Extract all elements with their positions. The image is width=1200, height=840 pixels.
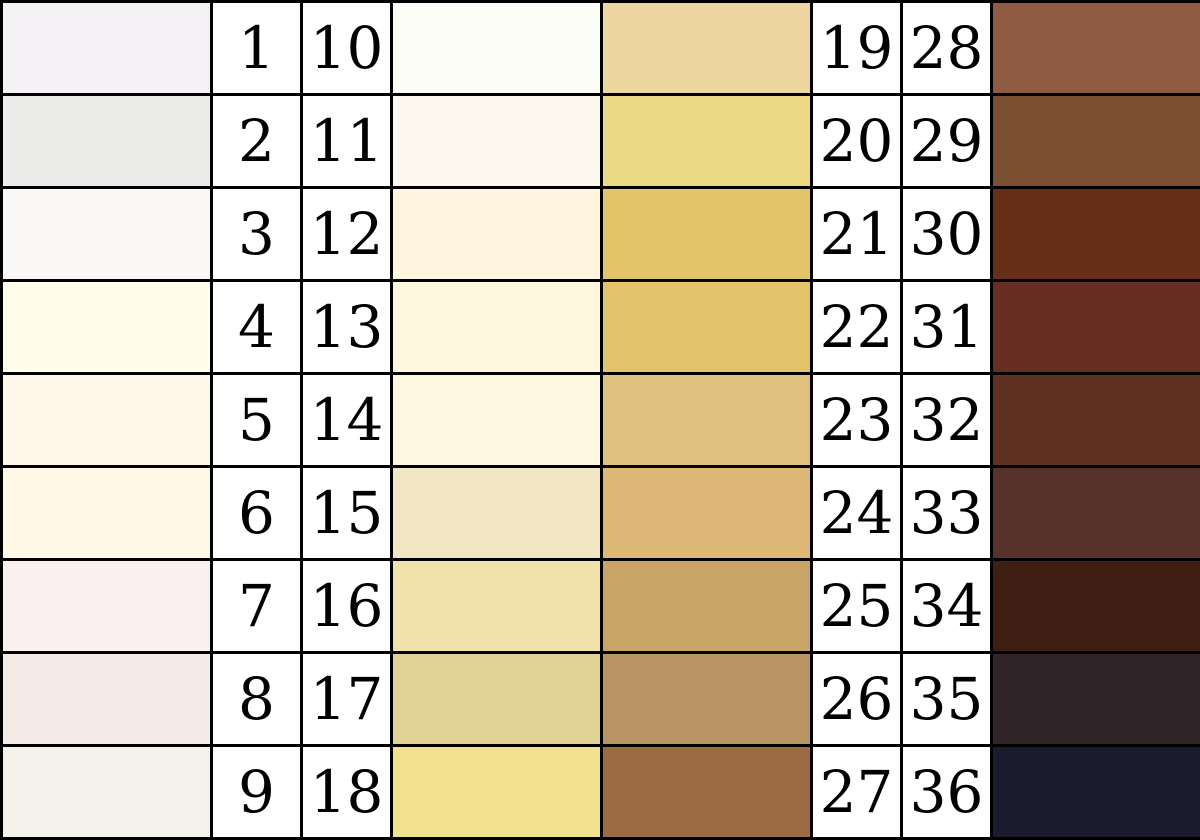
swatch-number: 14 (302, 374, 392, 467)
color-swatch (992, 653, 1200, 746)
color-swatch (392, 95, 602, 188)
color-swatch (2, 467, 212, 560)
swatch-number: 34 (902, 560, 992, 653)
color-swatch (992, 746, 1200, 839)
color-swatch (602, 653, 812, 746)
color-swatch (2, 653, 212, 746)
swatch-number: 25 (812, 560, 902, 653)
swatch-number: 27 (812, 746, 902, 839)
swatch-number: 28 (902, 2, 992, 95)
swatch-number: 36 (902, 746, 992, 839)
color-swatch (602, 281, 812, 374)
color-swatch (992, 560, 1200, 653)
color-swatch (392, 281, 602, 374)
swatch-number: 4 (212, 281, 302, 374)
color-swatch (602, 746, 812, 839)
swatch-number: 30 (902, 188, 992, 281)
swatch-number: 2 (212, 95, 302, 188)
swatch-number: 12 (302, 188, 392, 281)
swatch-number: 16 (302, 560, 392, 653)
swatch-number: 17 (302, 653, 392, 746)
color-swatch (2, 374, 212, 467)
swatch-number: 31 (902, 281, 992, 374)
swatch-number: 33 (902, 467, 992, 560)
color-swatch (392, 653, 602, 746)
swatch-number: 21 (812, 188, 902, 281)
swatch-number: 20 (812, 95, 902, 188)
color-swatch (2, 2, 212, 95)
color-swatch (392, 560, 602, 653)
swatch-number: 6 (212, 467, 302, 560)
swatch-number: 22 (812, 281, 902, 374)
color-swatch (392, 2, 602, 95)
color-swatch (392, 746, 602, 839)
swatch-number: 1 (212, 2, 302, 95)
color-swatch (992, 374, 1200, 467)
swatch-number: 26 (812, 653, 902, 746)
swatch-number: 19 (812, 2, 902, 95)
color-swatch (602, 560, 812, 653)
color-swatch (2, 188, 212, 281)
swatch-number: 13 (302, 281, 392, 374)
swatch-number: 32 (902, 374, 992, 467)
swatch-number: 15 (302, 467, 392, 560)
color-swatch (992, 188, 1200, 281)
color-swatch (992, 281, 1200, 374)
color-swatch (602, 2, 812, 95)
color-swatch (2, 95, 212, 188)
color-swatch (992, 2, 1200, 95)
color-swatch (392, 188, 602, 281)
color-swatch (392, 467, 602, 560)
swatch-number: 23 (812, 374, 902, 467)
color-swatch (992, 467, 1200, 560)
swatch-number: 7 (212, 560, 302, 653)
swatch-number: 8 (212, 653, 302, 746)
swatch-number: 35 (902, 653, 992, 746)
color-swatch (992, 95, 1200, 188)
swatch-number: 29 (902, 95, 992, 188)
color-swatch (2, 560, 212, 653)
swatch-number: 10 (302, 2, 392, 95)
color-swatch (602, 467, 812, 560)
swatch-number: 3 (212, 188, 302, 281)
color-swatch (602, 188, 812, 281)
swatch-number: 18 (302, 746, 392, 839)
swatch-number: 24 (812, 467, 902, 560)
swatch-number: 9 (212, 746, 302, 839)
swatch-number: 5 (212, 374, 302, 467)
color-swatch (392, 374, 602, 467)
swatch-number: 11 (302, 95, 392, 188)
color-swatch (2, 746, 212, 839)
color-swatch (602, 374, 812, 467)
color-swatch (2, 281, 212, 374)
color-swatch (602, 95, 812, 188)
